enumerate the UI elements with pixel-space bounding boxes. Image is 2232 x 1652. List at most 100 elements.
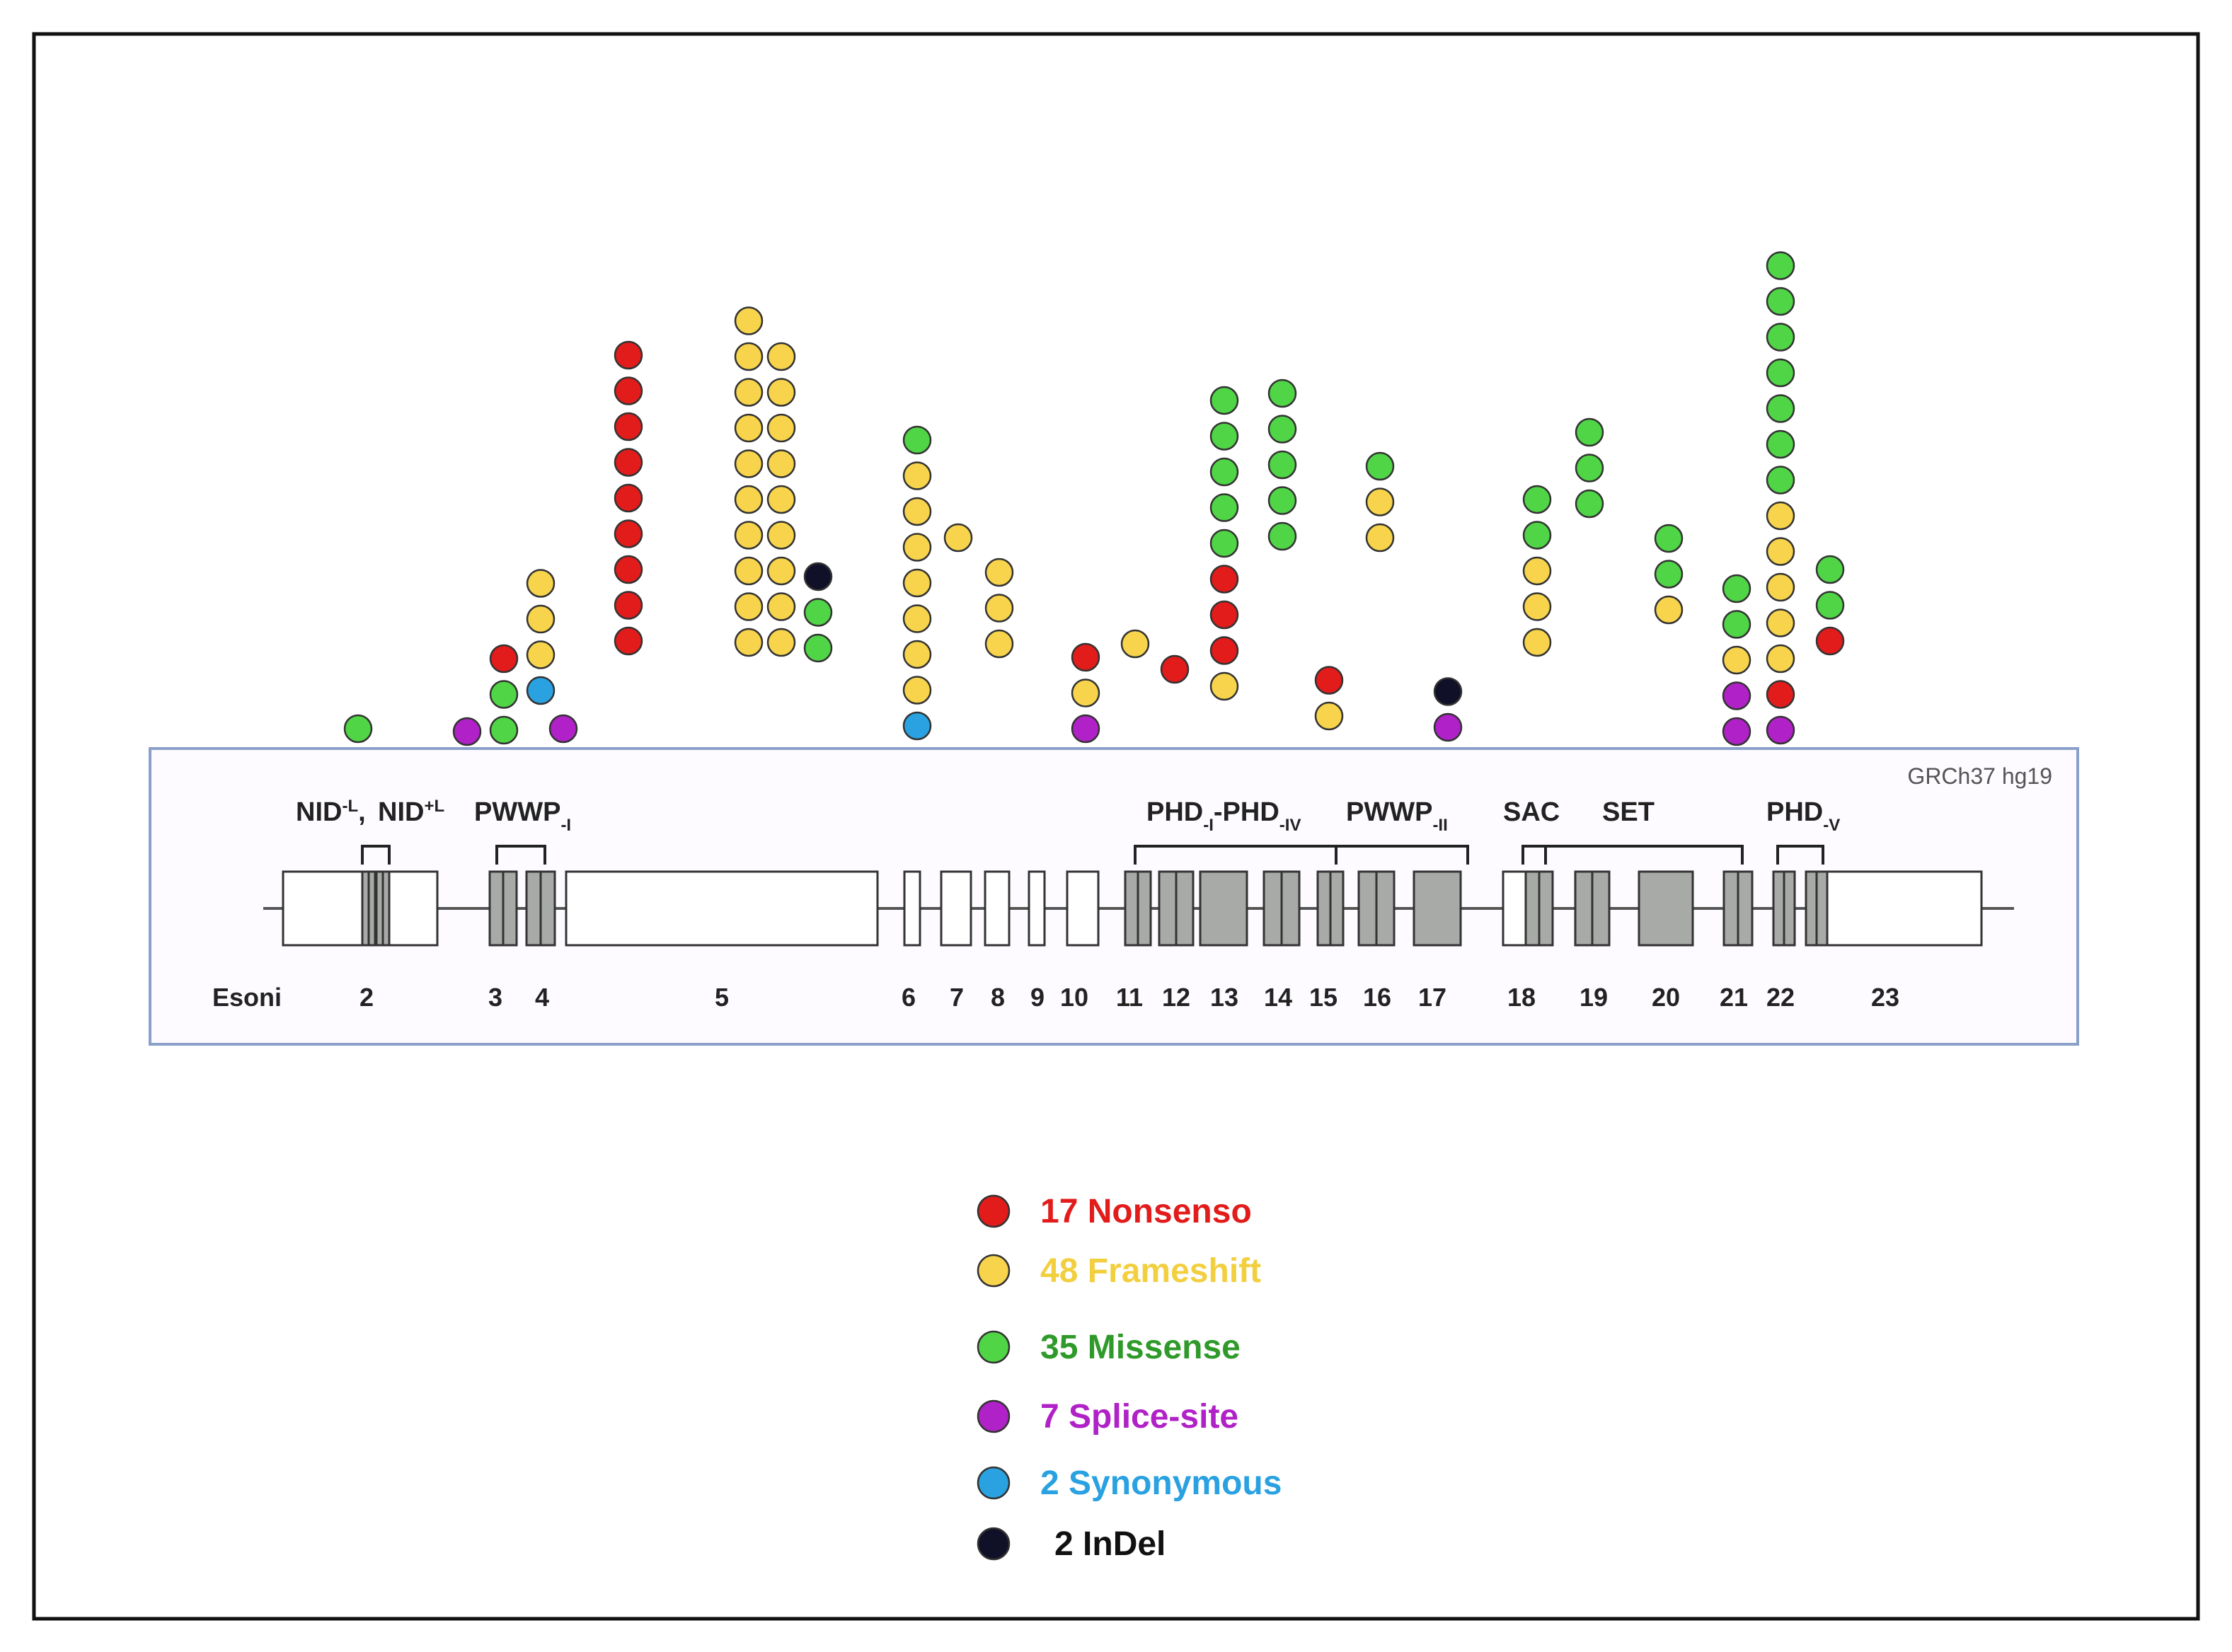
domain-label-part: PHD	[1766, 797, 1823, 827]
exon-number: 5	[715, 983, 729, 1012]
domain-label: NID-L,	[296, 797, 366, 828]
domain-label-part: -IV	[1279, 816, 1301, 835]
domain-label-part: SAC	[1503, 797, 1560, 827]
mutation-dot-nonsense	[614, 412, 643, 441]
domain-label: NID+L	[378, 797, 444, 828]
exon-number: 3	[488, 983, 502, 1012]
domain-label-part: +L	[424, 797, 444, 816]
mutation-dot-missense	[1522, 521, 1552, 550]
exon-box	[1413, 870, 1462, 947]
mutation-dot-missense	[1766, 429, 1795, 459]
exon-number: 20	[1652, 983, 1680, 1012]
mutation-dot-nonsense	[1209, 565, 1239, 594]
mutation-dot-splice	[1433, 712, 1463, 742]
mutation-dot-frameshift	[1522, 628, 1552, 657]
mutation-dot-indel	[803, 562, 833, 591]
mutation-dot-frameshift	[526, 569, 556, 598]
mutation-dot-frameshift	[943, 523, 973, 553]
domain-label: PWWP-I	[474, 797, 571, 835]
mutation-dot-frameshift	[766, 413, 796, 443]
mutation-dot-frameshift	[1314, 701, 1344, 731]
exon-box	[1066, 870, 1100, 947]
mutation-dot-frameshift	[734, 556, 764, 586]
mutation-dot-missense	[1766, 287, 1795, 316]
mutation-dot-missense	[1815, 555, 1845, 584]
domain-label-part: -II	[1432, 816, 1447, 835]
mutation-dot-nonsense	[614, 519, 643, 548]
exon-number: 23	[1871, 983, 1899, 1012]
mutation-dot-missense	[902, 425, 932, 455]
exon-number: 6	[902, 983, 916, 1012]
mutation-dot-nonsense	[614, 340, 643, 370]
mutation-dot-missense	[1766, 251, 1795, 280]
mutation-dot-frameshift	[1766, 644, 1795, 674]
mutation-dot-frameshift	[766, 378, 796, 407]
exon-number: 22	[1766, 983, 1795, 1012]
mutation-dot-frameshift	[1209, 671, 1239, 701]
mutation-dot-nonsense	[1766, 680, 1795, 709]
exon-box	[1638, 870, 1694, 947]
domain-label-part: NID	[378, 797, 424, 827]
mutation-dot-frameshift	[734, 521, 764, 550]
mutation-dot-missense	[1209, 528, 1239, 558]
exon-boxes	[282, 870, 1983, 947]
mutation-dot-splice	[548, 714, 578, 744]
domain-label: PHD-I-PHD-IV	[1146, 797, 1301, 835]
mutation-dot-frameshift	[902, 461, 932, 490]
mutation-dot-frameshift	[984, 594, 1014, 623]
mutation-dot-frameshift	[1522, 592, 1552, 621]
mutation-dot-splice	[452, 717, 482, 746]
legend-label-nonsense: 17 Nonsenso	[1040, 1193, 1252, 1230]
mutation-dot-frameshift	[1766, 572, 1795, 602]
mutation-dot-missense	[803, 598, 833, 627]
mutation-dot-missense	[1766, 323, 1795, 352]
exon-number: 15	[1309, 983, 1338, 1012]
mutation-dot-nonsense	[614, 448, 643, 477]
exon-number: 9	[1030, 983, 1045, 1012]
legend-swatch-missense	[977, 1330, 1011, 1364]
mutation-dot-missense	[1267, 450, 1297, 480]
mutation-dot-missense	[1209, 493, 1239, 522]
domain-label-part: PWWP	[474, 797, 560, 827]
domain-brackets	[361, 845, 1824, 865]
mutation-dot-frameshift	[984, 558, 1014, 587]
mutation-dot-missense	[1575, 417, 1604, 447]
mutation-dot-frameshift	[1766, 537, 1795, 566]
mutation-dot-missense	[1522, 485, 1552, 514]
domain-labels: NID-L, NID+L PWWP-I PHD-I-PHD-IV PWWP-II SAC…	[296, 797, 1840, 835]
mutation-dot-nonsense	[489, 644, 519, 674]
domain-label-part: PWWP	[1346, 797, 1432, 827]
mutation-dot-frameshift	[766, 449, 796, 478]
exon-box	[1502, 870, 1529, 947]
exon-number: 18	[1507, 983, 1536, 1012]
mutation-dot-synonymous	[526, 676, 556, 705]
mutation-dot-nonsense	[614, 626, 643, 656]
mutation-dot-missense	[803, 633, 833, 663]
mutation-dot-frameshift	[734, 413, 764, 443]
exon-number: 7	[950, 983, 964, 1012]
mutation-dot-missense	[489, 715, 519, 745]
legend-swatch-nonsense	[977, 1194, 1011, 1228]
mutation-dot-frameshift	[766, 342, 796, 371]
domain-label-part: -PHD	[1214, 797, 1279, 827]
mutation-dot-frameshift	[526, 640, 556, 669]
mutation-dot-frameshift	[766, 485, 796, 514]
mutation-dot-nonsense	[614, 591, 643, 620]
domain-bracket	[1776, 845, 1824, 865]
mutation-dot-missense	[1815, 591, 1845, 620]
mutation-dot-frameshift	[526, 604, 556, 634]
exon-box	[1826, 870, 1983, 947]
mutation-dot-frameshift	[1071, 678, 1100, 707]
mutation-dot-frameshift	[1766, 608, 1795, 637]
mutation-dot-missense	[343, 714, 373, 744]
mutation-dot-frameshift	[984, 629, 1014, 659]
mutation-dot-nonsense	[614, 376, 643, 405]
mutation-dot-splice	[1722, 681, 1751, 710]
mutation-dot-missense	[1209, 457, 1239, 487]
legend-label-splice: 7 Splice-site	[1040, 1398, 1238, 1436]
domain-label-part: ,	[358, 797, 366, 827]
domain-bracket	[1544, 845, 1744, 865]
domain-label: PWWP-II	[1346, 797, 1448, 835]
domain-bracket	[361, 845, 391, 865]
mutation-dot-nonsense	[1815, 626, 1845, 656]
